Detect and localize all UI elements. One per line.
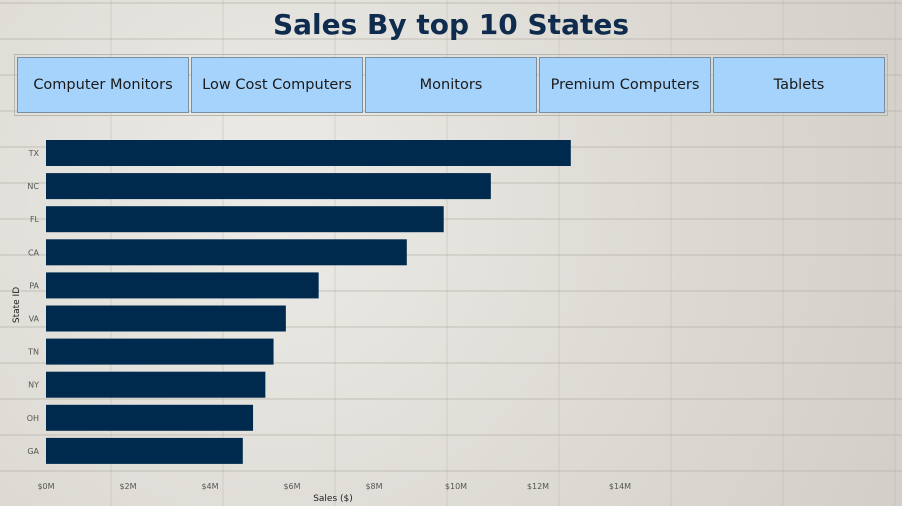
slicer-item-low-cost-computers[interactable]: Low Cost Computers <box>191 57 363 113</box>
y-tick-label: OH <box>27 414 39 423</box>
x-tick-label: $4M <box>201 482 218 491</box>
slicer-item-tablets[interactable]: Tablets <box>713 57 885 113</box>
slicer-item-computer-monitors[interactable]: Computer Monitors <box>17 57 189 113</box>
y-tick-label: TX <box>28 149 40 158</box>
x-tick-label: $10M <box>445 482 467 491</box>
x-tick-label: $12M <box>527 482 549 491</box>
y-tick-label: FL <box>30 215 40 224</box>
y-tick-label: GA <box>27 447 39 456</box>
bar-fl[interactable] <box>46 206 444 233</box>
bar-nc[interactable] <box>46 173 491 200</box>
y-tick-label: VA <box>29 315 40 324</box>
y-axis-title: State ID <box>12 287 22 323</box>
bar-oh[interactable] <box>46 404 254 431</box>
x-tick-label: $6M <box>283 482 300 491</box>
bar-va[interactable] <box>46 305 286 332</box>
bar-tn[interactable] <box>46 338 274 365</box>
bar-chart: State ID Sales ($) TX NC FL CA PA VA TN NY OH GA $… <box>12 140 631 504</box>
bar-ca[interactable] <box>46 239 407 266</box>
bar-pa[interactable] <box>46 272 319 299</box>
slicer-item-premium-computers[interactable]: Premium Computers <box>539 57 711 113</box>
x-tick-label: $8M <box>365 482 382 491</box>
bar-ny[interactable] <box>46 371 266 398</box>
y-tick-label: TN <box>27 348 39 357</box>
slicer-item-monitors[interactable]: Monitors <box>365 57 537 113</box>
x-tick-label: $2M <box>119 482 136 491</box>
y-tick-label: CA <box>28 248 40 257</box>
x-axis-title: Sales ($) <box>313 494 353 504</box>
y-tick-label: PA <box>29 281 39 290</box>
y-tick-label: NC <box>27 182 39 191</box>
page-title: Sales By top 10 States <box>272 8 629 41</box>
bar-tx[interactable] <box>46 140 571 166</box>
bar-ga[interactable] <box>46 437 243 464</box>
category-slicer: Computer Monitors Low Cost Computers Mon… <box>14 54 888 116</box>
y-tick-label: NY <box>28 381 39 390</box>
x-tick-label: $14M <box>609 482 631 491</box>
x-tick-label: $0M <box>37 482 54 491</box>
